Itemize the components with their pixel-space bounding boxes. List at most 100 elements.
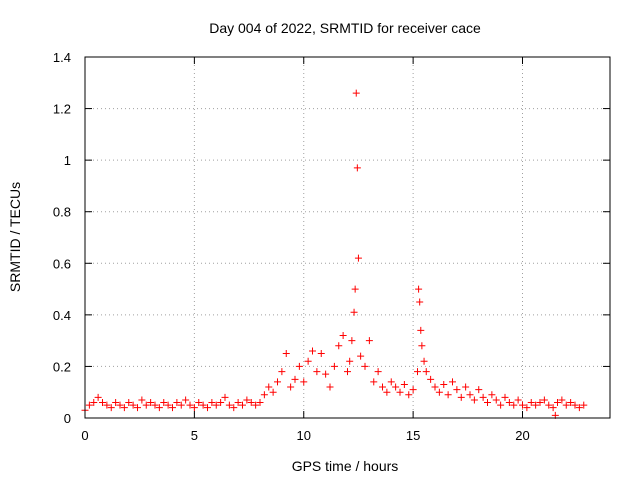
data-point <box>510 401 518 409</box>
data-points <box>81 89 588 419</box>
data-point <box>571 401 579 409</box>
data-point <box>190 404 198 412</box>
data-point <box>440 380 448 388</box>
data-point <box>291 375 299 383</box>
data-point <box>462 383 470 391</box>
data-point <box>545 401 553 409</box>
data-point <box>514 396 522 404</box>
data-point <box>212 401 220 409</box>
data-point <box>274 378 281 386</box>
data-point <box>383 388 391 396</box>
x-tick-label: 20 <box>515 428 529 443</box>
data-point <box>466 391 474 399</box>
data-point <box>164 401 172 409</box>
data-point <box>243 396 251 404</box>
data-point <box>479 393 487 401</box>
data-point <box>396 388 404 396</box>
data-point <box>567 399 575 407</box>
data-point <box>335 342 343 350</box>
data-point <box>182 396 190 404</box>
data-point <box>431 383 439 391</box>
data-point <box>365 337 373 345</box>
data-point <box>346 357 354 365</box>
data-point <box>282 350 290 358</box>
data-point <box>444 391 452 399</box>
data-point <box>580 401 588 409</box>
data-point <box>354 254 362 262</box>
y-tick-label: 1.2 <box>53 102 71 117</box>
data-point <box>326 383 334 391</box>
data-point <box>351 285 359 293</box>
data-point <box>370 378 378 386</box>
axis-ticks: 0 0.2 0.4 0.6 0.8 1 1.2 1.4 0 5 10 15 20 <box>53 50 610 443</box>
y-tick-label: 0.6 <box>53 256 71 271</box>
data-point <box>230 404 238 412</box>
data-point <box>173 399 181 407</box>
data-point <box>350 308 358 316</box>
x-tick-label: 0 <box>81 428 88 443</box>
y-tick-label: 1 <box>64 153 71 168</box>
data-point <box>562 401 570 409</box>
chart-title: Day 004 of 2022, SRMTID for receiver cac… <box>209 20 481 36</box>
data-point <box>344 368 351 376</box>
data-point <box>160 399 168 407</box>
x-tick-label: 10 <box>297 428 311 443</box>
y-tick-label: 1.4 <box>53 50 71 65</box>
data-point <box>151 401 159 409</box>
data-point <box>470 396 478 404</box>
data-point <box>239 401 246 409</box>
data-point <box>138 396 146 404</box>
data-point <box>449 378 456 386</box>
data-point <box>422 368 430 376</box>
data-point <box>221 393 229 401</box>
data-point <box>575 404 583 412</box>
data-point <box>134 404 141 412</box>
data-point <box>116 401 124 409</box>
data-point <box>107 404 115 412</box>
data-point <box>204 404 211 412</box>
data-point <box>195 399 203 407</box>
data-point <box>484 399 491 407</box>
data-point <box>199 401 207 409</box>
data-point <box>217 399 225 407</box>
data-point <box>85 401 93 409</box>
data-point <box>379 383 386 391</box>
data-point <box>532 401 540 409</box>
data-point <box>287 383 295 391</box>
data-point <box>177 401 185 409</box>
data-point <box>387 378 395 386</box>
data-point <box>169 404 176 412</box>
data-point <box>357 352 365 360</box>
data-point <box>488 391 496 399</box>
data-point <box>260 391 268 399</box>
data-point <box>497 401 505 409</box>
data-point <box>252 401 260 409</box>
data-point <box>540 396 548 404</box>
data-point <box>400 380 408 388</box>
data-point <box>300 378 308 386</box>
data-point <box>339 331 347 339</box>
data-point <box>492 396 500 404</box>
y-axis-label: SRMTID / TECUs <box>7 182 23 292</box>
data-point <box>103 401 111 409</box>
data-point <box>415 285 423 293</box>
data-point <box>330 362 338 370</box>
data-point <box>527 399 535 407</box>
data-point <box>304 357 312 365</box>
data-point <box>256 399 264 407</box>
x-axis-label: GPS time / hours <box>292 458 399 474</box>
data-point <box>352 89 360 97</box>
plot-frame <box>84 56 611 419</box>
data-point <box>418 342 426 350</box>
data-point <box>558 396 566 404</box>
data-point <box>234 399 242 407</box>
data-point <box>353 164 361 172</box>
y-tick-label: 0.8 <box>53 205 71 220</box>
data-point <box>225 401 233 409</box>
data-point <box>505 399 513 407</box>
data-point <box>392 383 400 391</box>
x-tick-label: 5 <box>191 428 198 443</box>
data-point <box>549 404 557 412</box>
data-point <box>427 375 435 383</box>
